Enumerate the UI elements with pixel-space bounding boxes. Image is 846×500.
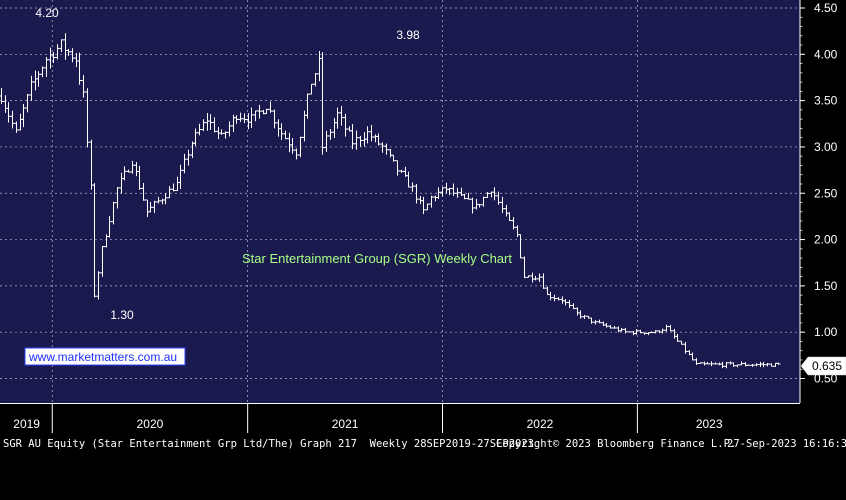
y-tick-label: 1.50 — [814, 279, 838, 293]
x-axis: 2019 2020 2021 2022 2023 — [0, 403, 800, 433]
watermark-box[interactable]: www.marketmatters.com.au — [24, 347, 186, 366]
footer-bar: SGR AU Equity (Star Entertainment Grp Lt… — [0, 436, 846, 452]
price-bars — [0, 33, 781, 369]
x-tick-label: 2022 — [527, 417, 554, 431]
y-tick-label: 4.00 — [814, 47, 838, 61]
x-tick-label: 2019 — [13, 417, 40, 431]
last-price-tag: 0.635 — [800, 356, 846, 376]
annotation-high-2019: 4.20 — [35, 6, 59, 20]
grid-lines — [0, 0, 800, 403]
chart-title: Star Entertainment Group (SGR) Weekly Ch… — [242, 251, 512, 266]
y-tick-label: 1.00 — [814, 325, 838, 339]
y-tick-label: 3.00 — [814, 140, 838, 154]
annotation-low-2020: 1.30 — [110, 308, 134, 322]
y-tick-label: 3.50 — [814, 94, 838, 108]
plot-area — [0, 0, 800, 403]
x-tick-label: 2023 — [696, 417, 723, 431]
footer-copyright: Copyright© 2023 Bloomberg Finance L.P. — [496, 438, 737, 450]
y-tick-label: 4.50 — [814, 1, 838, 15]
last-price-label: 0.635 — [812, 359, 842, 373]
y-tick-label: 2.50 — [814, 186, 838, 200]
x-tick-label: 2021 — [332, 417, 359, 431]
footer-security-info: SGR AU Equity (Star Entertainment Grp Lt… — [3, 438, 535, 450]
watermark-link[interactable]: www.marketmatters.com.au — [28, 350, 177, 364]
annotation-high-2021: 3.98 — [396, 28, 420, 42]
price-chart: 0.501.001.502.002.503.003.504.004.50 201… — [0, 0, 846, 433]
y-tick-label: 2.00 — [814, 233, 838, 247]
y-axis: 0.501.001.502.002.503.003.504.004.50 — [799, 0, 838, 403]
footer-timestamp: 27-Sep-2023 16:16:32 — [727, 438, 846, 450]
x-tick-label: 2020 — [137, 417, 164, 431]
